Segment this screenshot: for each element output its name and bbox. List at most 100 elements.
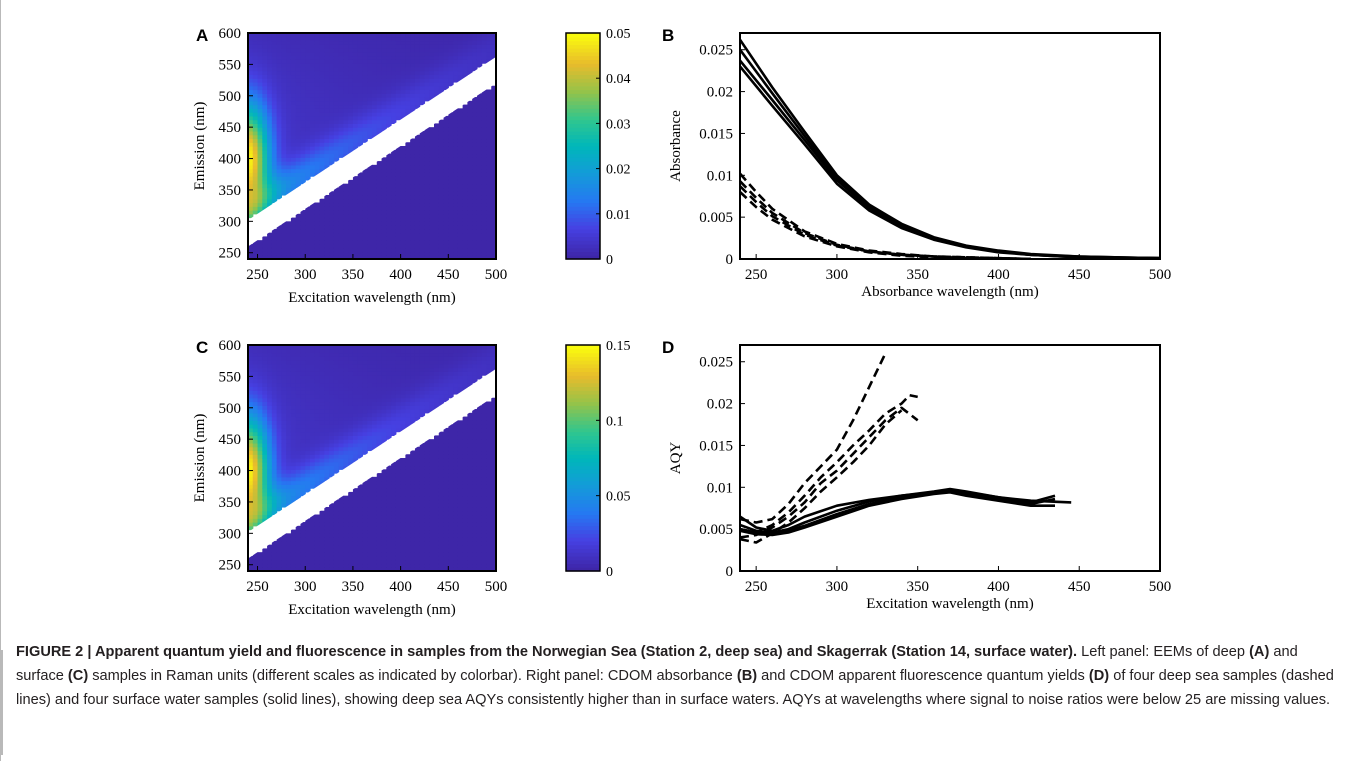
heatmap-cell [343, 360, 349, 365]
heatmap-cell [476, 202, 483, 207]
heatmap-cell [319, 352, 325, 357]
heatmap-cell [438, 194, 445, 200]
heatmap-cell [276, 555, 282, 561]
heatmap-cell [486, 33, 492, 38]
heatmap-cell [314, 247, 321, 253]
heatmap-cell [476, 210, 483, 215]
heatmap-cell [338, 153, 344, 158]
heatmap-cell [367, 363, 373, 369]
heatmap-cell [443, 194, 449, 200]
heatmap-cell [252, 108, 259, 113]
heatmap-cell [338, 210, 344, 215]
heatmap-cell [271, 85, 278, 91]
heatmap-cell [257, 51, 263, 57]
heatmap-cell [467, 161, 473, 166]
heatmap-cell [400, 243, 406, 249]
heatmap-cell [372, 97, 378, 102]
heatmap-cell [414, 81, 421, 87]
heatmap-cell [333, 251, 340, 256]
heatmap-cell [310, 537, 316, 542]
heatmap-cell [290, 416, 297, 421]
heatmap-cell [310, 409, 316, 414]
heatmap-cell [248, 146, 254, 151]
heatmap-cell [348, 51, 354, 57]
heatmap-cell [443, 44, 449, 49]
heatmap-cell [381, 540, 387, 546]
heatmap-cell [381, 44, 387, 49]
heatmap-cell [257, 97, 263, 102]
heatmap-cell [281, 446, 287, 452]
heatmap-cell [438, 119, 445, 124]
heatmap-cell [386, 100, 392, 106]
heatmap-cell [414, 164, 421, 170]
heatmap-cell [434, 559, 440, 565]
heatmap-cell [281, 401, 287, 406]
heatmap-cell [343, 217, 349, 222]
heatmap-cell [352, 356, 359, 361]
heatmap-cell [481, 134, 488, 140]
heatmap-cell [372, 514, 378, 519]
heatmap-cell [405, 97, 411, 102]
heatmap-cell [262, 183, 268, 189]
heatmap-cell [381, 495, 387, 501]
heatmap-cell [305, 345, 311, 350]
heatmap-cell [405, 217, 411, 222]
heatmap-cell [248, 503, 254, 508]
heatmap-cell [276, 476, 282, 482]
heatmap-cell [343, 401, 349, 406]
heatmap-cell [333, 393, 340, 399]
heatmap-cell [391, 176, 397, 181]
heatmap-cell [352, 360, 359, 365]
heatmap-cell [310, 356, 316, 361]
heatmap-cell [419, 153, 426, 158]
heatmap-cell [352, 559, 359, 565]
heatmap-cell [338, 251, 344, 256]
heatmap-cell [281, 465, 287, 470]
heatmap-cell [400, 202, 406, 207]
heatmap-cell [424, 544, 430, 549]
heatmap-cell [262, 44, 268, 49]
heatmap-cell [491, 138, 497, 143]
heatmap-cell [443, 115, 449, 121]
heatmap-cell [290, 172, 297, 177]
heatmap-cell [248, 559, 254, 565]
heatmap-cell [324, 405, 330, 410]
heatmap-cell [434, 164, 440, 170]
heatmap-cell [305, 168, 311, 173]
heatmap-cell [429, 59, 435, 64]
heatmap-cell [395, 397, 402, 403]
heatmap-cell [410, 157, 416, 162]
heatmap-cell [348, 412, 354, 418]
heatmap-cell [486, 164, 492, 170]
heatmap-cell [286, 225, 292, 230]
heatmap-cell [257, 59, 263, 64]
heatmap-cell [252, 348, 259, 354]
heatmap-cell [295, 236, 302, 241]
heatmap-cell [262, 563, 268, 568]
heatmap-cell [453, 187, 459, 192]
heatmap-cell [343, 210, 349, 215]
heatmap-cell [405, 397, 411, 403]
heatmap-cell [314, 240, 321, 245]
heatmap-cell [357, 100, 364, 106]
heatmap-cell [429, 488, 435, 493]
heatmap-cell [405, 348, 411, 354]
heatmap-cell [472, 104, 478, 109]
heatmap-cell [419, 206, 426, 211]
heatmap-cell [267, 424, 273, 429]
heatmap-cell [276, 390, 282, 395]
heatmap-cell [352, 491, 359, 497]
heatmap-cell [453, 44, 459, 49]
heatmap-cell [381, 518, 387, 523]
heatmap-cell [391, 168, 397, 173]
heatmap-cell [429, 450, 435, 455]
heatmap-cell [348, 104, 354, 109]
heatmap-cell [348, 198, 354, 204]
heatmap-cell [400, 476, 406, 482]
heatmap-cell [281, 108, 287, 113]
heatmap-cell [267, 405, 273, 410]
heatmap-cell [352, 442, 359, 448]
heatmap-cell [271, 123, 278, 128]
heatmap-cell [476, 161, 483, 166]
heatmap-cell [310, 480, 316, 485]
